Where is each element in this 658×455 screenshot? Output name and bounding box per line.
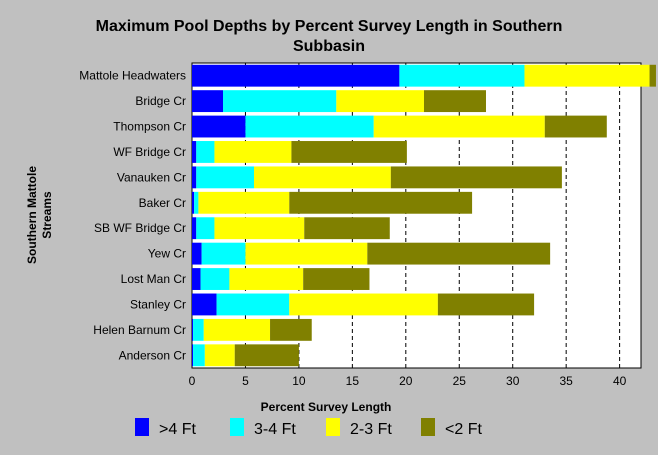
bar-segment [198, 191, 290, 214]
bar-segment [196, 217, 215, 240]
legend: >4 Ft 3-4 Ft 2-3 Ft <2 Ft [135, 418, 482, 438]
bar-segment [373, 115, 545, 138]
category-label: Yew Cr [148, 247, 186, 261]
grid-lines [244, 63, 621, 368]
bar-segment [367, 242, 551, 265]
bar-segment [192, 191, 195, 214]
bar-segment [204, 344, 235, 367]
chart-title-line-2: Subbasin [293, 38, 365, 55]
bar-segment [649, 64, 656, 87]
category-label: Bridge Cr [135, 94, 186, 108]
category-label: Mattole Headwaters [79, 69, 186, 83]
bar-segment [234, 344, 299, 367]
bar-segment [214, 141, 292, 163]
bars [192, 64, 656, 367]
bar-segment [214, 217, 305, 240]
chart-title-line-1: Maximum Pool Depths by Percent Survey Le… [96, 18, 563, 35]
x-tick-label: 10 [292, 374, 306, 388]
bar-segment [245, 242, 368, 265]
x-tick-label: 30 [506, 374, 520, 388]
x-tick-label: 25 [453, 374, 467, 388]
category-label: Stanley Cr [130, 297, 186, 311]
bar-segment [201, 242, 246, 265]
bar-segment [254, 166, 391, 189]
bar-segment [194, 191, 199, 214]
bar-segment [390, 166, 562, 189]
bar-segment [216, 293, 290, 316]
bar-segment [192, 64, 400, 87]
category-label: Baker Cr [139, 196, 186, 210]
x-tick-label: 20 [399, 374, 413, 388]
legend-swatch [326, 418, 340, 436]
bar-segment [203, 318, 271, 341]
x-axis-title: Percent Survey Length [261, 400, 392, 414]
x-tick-label: 5 [242, 374, 249, 388]
category-labels: Mattole Headwaters Bridge Cr Thompson Cr WF… [79, 69, 186, 363]
legend-swatch [135, 418, 149, 436]
category-label: SB WF Bridge Cr [94, 221, 186, 235]
bar-segment [192, 318, 194, 341]
y-axis-title-line-1: Southern Mattole [25, 166, 39, 264]
bar-segment [192, 268, 201, 290]
bar-segment [245, 115, 374, 138]
bar-segment [192, 141, 197, 163]
bar-segment [399, 64, 525, 87]
bar-segment [192, 293, 217, 316]
bar-segment [304, 217, 390, 240]
category-label: Helen Barnum Cr [93, 323, 186, 337]
x-tick-label: 35 [559, 374, 573, 388]
category-label: Anderson Cr [119, 348, 186, 362]
x-tick-labels: 0 5 10 15 20 25 30 35 40 [189, 374, 627, 388]
bar-segment [524, 64, 650, 87]
legend-swatch [230, 418, 244, 436]
x-tick-label: 15 [346, 374, 360, 388]
bar-segment [192, 217, 197, 240]
bar-segment [291, 141, 407, 163]
bar-segment [192, 90, 224, 113]
bar-segment [270, 318, 312, 341]
bar-segment [192, 166, 197, 189]
bar-segment [229, 268, 304, 290]
category-label: WF Bridge Cr [113, 145, 186, 159]
legend-label: 3-4 Ft [254, 421, 296, 438]
bar-segment [193, 318, 204, 341]
category-label: Vanauken Cr [117, 170, 186, 184]
bar-segment [336, 90, 424, 113]
bar-segment [544, 115, 607, 138]
bar-segment [223, 90, 337, 113]
x-tick-label: 0 [189, 374, 196, 388]
y-axis-title-line-2: Streams [40, 191, 54, 239]
bar-segment [200, 268, 230, 290]
bar-segment [196, 141, 215, 163]
bar-segment [193, 344, 205, 367]
legend-label: 2-3 Ft [350, 421, 392, 438]
bar-segment [289, 293, 438, 316]
bar-segment [192, 242, 202, 265]
legend-swatch [421, 418, 435, 436]
bar-segment [192, 115, 246, 138]
x-tick-label: 40 [613, 374, 627, 388]
bar-segment [303, 268, 370, 290]
bar-segment [192, 344, 194, 367]
category-label: Thompson Cr [113, 120, 186, 134]
bar-segment [196, 166, 255, 189]
category-label: Lost Man Cr [121, 272, 186, 286]
bar-segment [423, 90, 486, 113]
legend-label: >4 Ft [159, 421, 196, 438]
bar-segment [437, 293, 535, 316]
bar-segment [289, 191, 473, 214]
legend-label: <2 Ft [445, 421, 482, 438]
